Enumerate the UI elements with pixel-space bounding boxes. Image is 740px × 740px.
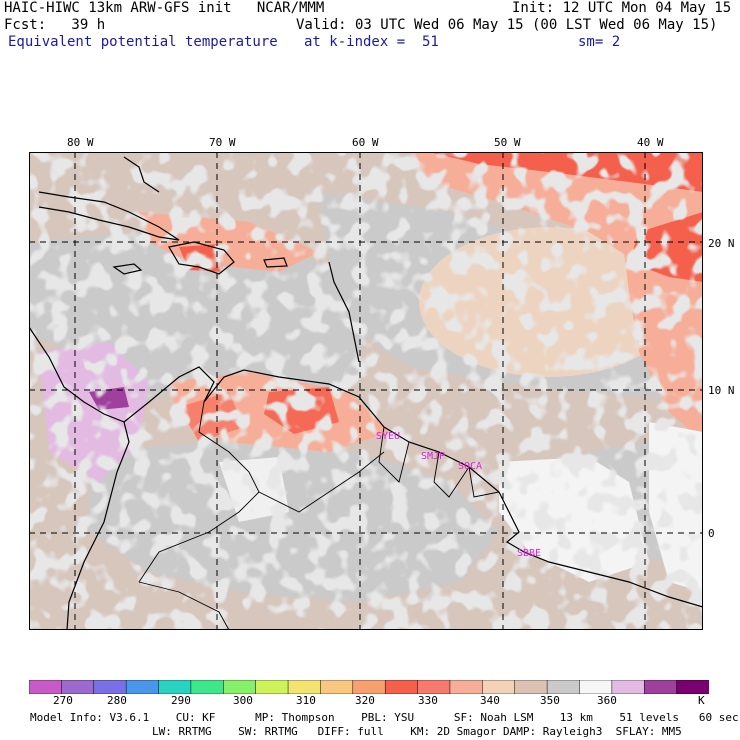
coast-hispaniola <box>168 241 235 275</box>
field-name: Equivalent potential temperature <box>8 34 278 50</box>
colorbar-swatch <box>320 680 354 694</box>
map-frame <box>29 152 703 630</box>
station-sbbe: SBBE <box>517 548 541 559</box>
lon-label-70w: 70 W <box>209 136 236 149</box>
coast-central-america <box>29 326 130 473</box>
vertical-level: at k-index = 51 <box>304 34 439 50</box>
colorbar-swatch <box>482 680 516 694</box>
colorbar-tick-360: 360 <box>597 694 617 707</box>
footer-model-info: Model Info: V3.6.1 CU: KF MP: Thompson P… <box>30 711 739 724</box>
coast-bahamas <box>123 156 160 193</box>
colorbar-swatch <box>417 680 451 694</box>
station-smjp: SMJP <box>421 451 445 462</box>
colorbar-tick-350: 350 <box>540 694 560 707</box>
field-texture <box>29 152 703 630</box>
border-french-guiana <box>468 466 500 498</box>
lon-label-80w: 80 W <box>67 136 94 149</box>
border-suriname <box>433 451 470 498</box>
colorbar-swatch <box>514 680 548 694</box>
model-title: HAIC-HIWC 13km ARW-GFS init NCAR/MMM <box>4 0 325 16</box>
coast-cuba <box>38 191 180 241</box>
lat-label-10n: 10 N <box>708 384 735 397</box>
lat-label-0: 0 <box>708 527 715 540</box>
valid-time: Valid: 03 UTC Wed 06 May 15 (00 LST Wed … <box>296 17 718 33</box>
colorbar-swatch <box>158 680 192 694</box>
colorbar-swatch <box>125 680 160 694</box>
colorbar-swatch <box>190 680 225 694</box>
forecast-hour: Fcst: 39 h <box>4 17 106 33</box>
coast-lesser-antilles <box>328 261 360 363</box>
colorbar-swatch <box>352 680 386 694</box>
coast-puerto-rico <box>263 257 288 268</box>
colorbar-swatch <box>29 680 63 694</box>
colorbar-tick-320: 320 <box>355 694 375 707</box>
lon-label-40w: 40 W <box>637 136 664 149</box>
colorbar-swatch <box>287 680 322 694</box>
colorbar-tick-270: 270 <box>53 694 73 707</box>
colorbar-swatch <box>643 680 678 694</box>
init-time: Init: 12 UTC Mon 04 May 15 <box>512 0 732 16</box>
colorbar-swatch <box>61 680 95 694</box>
colorbar-tick-330: 330 <box>418 694 438 707</box>
theta-e-map: SYEU SMJP SOCA SBBE <box>29 152 703 630</box>
borders <box>138 401 500 630</box>
colorbar-swatch <box>579 680 613 694</box>
colorbar-swatch <box>255 680 289 694</box>
station-soca: SOCA <box>458 461 482 472</box>
lat-label-20n: 20 N <box>708 237 735 250</box>
colorbar-tick-340: 340 <box>480 694 500 707</box>
border-venezuela-brazil <box>258 451 385 513</box>
colorbar-swatch <box>676 680 709 694</box>
coast-south-america <box>66 366 703 630</box>
colorbar-swatch <box>611 680 645 694</box>
colorbar-swatch <box>93 680 127 694</box>
footer-physics-info: LW: RRTMG SW: RRTMG DIFF: full KM: 2D Sm… <box>152 725 682 738</box>
border-guyana <box>378 426 410 483</box>
graticule <box>29 152 703 630</box>
colorbar-swatch <box>223 680 257 694</box>
colorbar-swatch <box>546 680 581 694</box>
lon-label-60w: 60 W <box>352 136 379 149</box>
coast-jamaica <box>112 263 143 275</box>
color-bar <box>29 680 709 694</box>
colorbar-unit: K <box>698 694 705 707</box>
colorbar-swatch <box>384 680 419 694</box>
coastlines <box>29 156 703 630</box>
lon-label-50w: 50 W <box>494 136 521 149</box>
colorbar-tick-310: 310 <box>296 694 316 707</box>
border-brazil-peru <box>138 581 230 630</box>
smoothing: sm= 2 <box>578 34 621 50</box>
station-syeu: SYEU <box>376 431 400 442</box>
colorbar-tick-280: 280 <box>107 694 127 707</box>
colorbar-tick-290: 290 <box>171 694 191 707</box>
colorbar-tick-300: 300 <box>233 694 253 707</box>
colorbar-swatch <box>449 680 484 694</box>
